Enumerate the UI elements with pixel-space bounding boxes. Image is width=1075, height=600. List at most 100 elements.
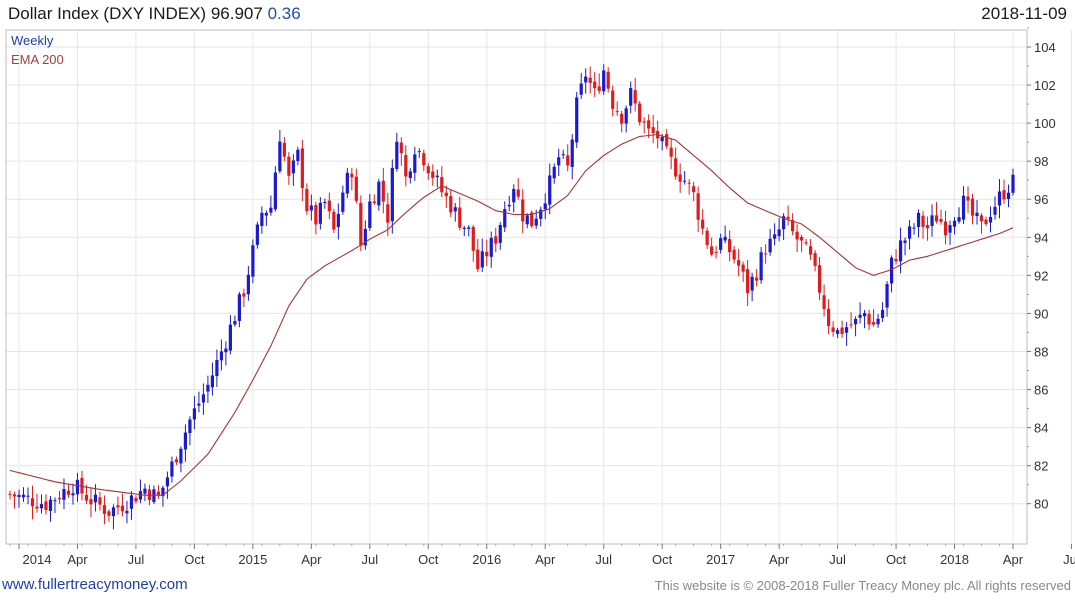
y-tick-label: 98 xyxy=(1034,154,1048,169)
candle xyxy=(48,495,53,522)
candle xyxy=(651,114,655,144)
candle xyxy=(8,490,12,500)
candle xyxy=(669,138,673,170)
candle-body xyxy=(174,459,179,463)
candle xyxy=(75,472,80,502)
candle xyxy=(782,213,786,240)
candle-body xyxy=(952,220,957,227)
candle xyxy=(462,225,466,237)
candle xyxy=(282,137,286,162)
candle-body xyxy=(341,192,345,212)
candle-body xyxy=(826,308,831,326)
candle-body xyxy=(291,160,295,174)
candle-body xyxy=(228,324,232,351)
candle-body xyxy=(984,219,988,225)
y-tick-label: 96 xyxy=(1034,192,1048,207)
candle xyxy=(647,114,651,138)
candle xyxy=(552,163,556,184)
candle-body xyxy=(916,212,921,227)
candle-body xyxy=(957,217,961,222)
candle xyxy=(89,487,93,518)
candle xyxy=(984,216,988,227)
candle xyxy=(264,210,268,226)
candle-body xyxy=(665,134,669,147)
candle xyxy=(372,194,376,205)
candle-body xyxy=(844,327,849,333)
y-axis-labels: 80 82 84 86 88 90 92 94 96 98 100 102 104 xyxy=(1027,27,1056,512)
candle-body xyxy=(494,236,498,244)
candle-body xyxy=(966,196,970,201)
candle-body xyxy=(75,479,80,495)
candle xyxy=(813,250,817,272)
candle-body xyxy=(943,221,948,236)
candle xyxy=(593,71,597,97)
candle-body xyxy=(894,259,898,262)
candle xyxy=(251,239,255,284)
x-axis-labels: 2014 Apr Jul Oct 2015 Apr Jul Oct 2016 Apr Jul Oct 2… xyxy=(9,544,1075,567)
candle xyxy=(161,485,165,507)
candle xyxy=(755,269,759,287)
candle xyxy=(939,209,943,225)
candle xyxy=(26,487,30,505)
candle-body xyxy=(107,511,111,516)
candle xyxy=(903,237,907,256)
candle xyxy=(728,230,732,262)
candle-body xyxy=(611,90,615,109)
x-tick-label: 2018 xyxy=(940,552,969,567)
ema-200-line xyxy=(9,133,1014,496)
candle xyxy=(624,105,628,133)
candle xyxy=(597,73,601,95)
candle xyxy=(359,195,363,252)
candle-body xyxy=(143,488,147,494)
candle-body xyxy=(210,375,214,388)
candle-body xyxy=(723,236,727,241)
candle xyxy=(750,272,754,302)
candle xyxy=(269,195,273,216)
candle xyxy=(228,315,232,355)
candle-body xyxy=(332,211,336,230)
candle-body xyxy=(835,330,840,334)
candle xyxy=(417,148,421,158)
x-tick-label: Apr xyxy=(301,552,322,567)
candle-body xyxy=(566,155,570,166)
candle xyxy=(993,196,997,220)
candle-body xyxy=(134,498,138,502)
candle-body xyxy=(242,293,246,297)
candle xyxy=(988,206,993,233)
candle-body xyxy=(260,212,264,226)
candle xyxy=(871,309,876,327)
x-tick-label: Oct xyxy=(886,552,907,567)
candle-body xyxy=(831,327,835,332)
candle-body xyxy=(462,227,466,229)
candle xyxy=(737,249,741,277)
candle xyxy=(498,222,502,250)
candle-body xyxy=(444,192,448,197)
candle-body xyxy=(39,504,44,509)
candle-body xyxy=(363,228,367,246)
candle-body xyxy=(948,225,952,233)
candle-body xyxy=(35,506,39,509)
candle xyxy=(746,259,750,306)
candle xyxy=(961,186,966,224)
y-tick-label: 92 xyxy=(1034,268,1048,283)
candle-body xyxy=(737,260,741,266)
candle xyxy=(116,496,120,515)
candle-body xyxy=(296,149,300,161)
candle xyxy=(602,64,606,95)
candle xyxy=(683,171,687,185)
candle xyxy=(732,245,736,264)
candle-body xyxy=(219,351,223,361)
candle xyxy=(431,164,435,186)
candle-body xyxy=(224,348,228,353)
website-link[interactable]: www.fullertreacymoney.com xyxy=(2,576,188,593)
candle xyxy=(71,483,75,505)
candle-body xyxy=(215,359,219,377)
candle-body xyxy=(813,253,817,266)
candle xyxy=(934,202,939,224)
candle xyxy=(943,210,948,245)
candle xyxy=(201,383,206,415)
candle-body xyxy=(777,229,781,237)
candle xyxy=(237,291,241,328)
candle xyxy=(809,238,813,260)
candle-body xyxy=(997,191,1002,206)
